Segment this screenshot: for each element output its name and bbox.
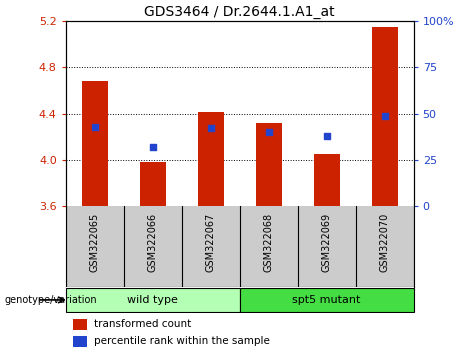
Point: [323, 133, 330, 139]
Bar: [256, 123, 282, 206]
Point: [381, 113, 388, 118]
Bar: [66, 288, 240, 312]
Text: spt5 mutant: spt5 mutant: [292, 295, 361, 305]
Text: percentile rank within the sample: percentile rank within the sample: [94, 336, 269, 346]
Bar: [82, 81, 108, 206]
Bar: [198, 113, 224, 206]
Text: GSM322065: GSM322065: [90, 212, 100, 272]
Bar: [73, 336, 86, 347]
Text: transformed count: transformed count: [94, 319, 191, 329]
Bar: [372, 27, 398, 206]
Point: [265, 129, 273, 135]
Text: GSM322070: GSM322070: [380, 212, 390, 272]
Bar: [313, 154, 340, 206]
Point: [149, 144, 157, 150]
Text: GSM322067: GSM322067: [206, 212, 216, 272]
Title: GDS3464 / Dr.2644.1.A1_at: GDS3464 / Dr.2644.1.A1_at: [144, 5, 335, 19]
Text: GSM322066: GSM322066: [148, 212, 158, 272]
Bar: [140, 162, 166, 206]
Point: [91, 124, 99, 130]
Text: wild type: wild type: [127, 295, 178, 305]
Text: GSM322069: GSM322069: [321, 212, 332, 272]
Text: GSM322068: GSM322068: [264, 212, 274, 272]
Point: [207, 126, 214, 131]
Bar: [240, 288, 414, 312]
Text: genotype/variation: genotype/variation: [5, 295, 97, 305]
Bar: [73, 319, 86, 330]
